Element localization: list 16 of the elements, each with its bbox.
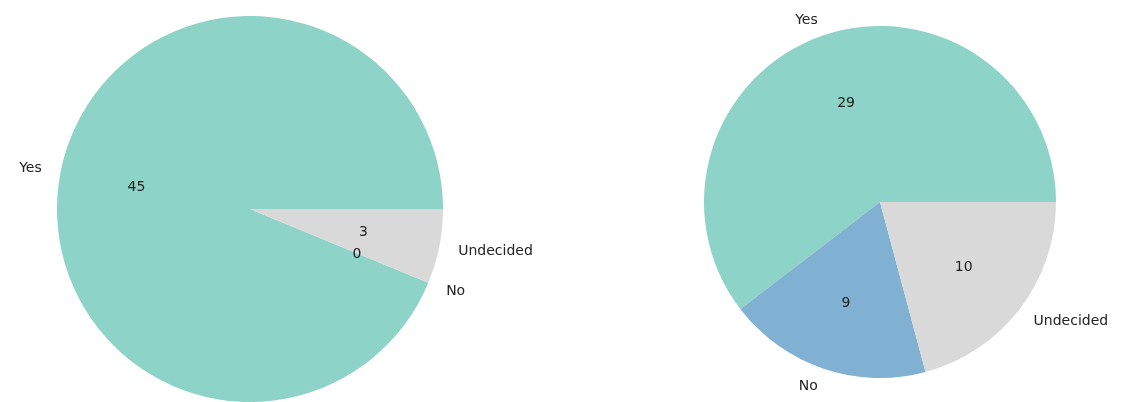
- pie-slice: [740, 202, 926, 378]
- pie-slice: [57, 16, 443, 402]
- slice-label: Undecided: [458, 242, 533, 259]
- data-label: 45: [127, 178, 146, 195]
- slice-label: Undecided: [1033, 311, 1109, 328]
- data-label: 3: [359, 223, 369, 240]
- pie-slice: [250, 209, 443, 283]
- pie-slice: [704, 26, 1056, 310]
- slice-label: Yes: [794, 10, 818, 27]
- slice-label: No: [798, 377, 818, 394]
- slice-label: Yes: [18, 159, 42, 176]
- category-label: No: [446, 282, 466, 299]
- data-label: 10: [954, 258, 973, 275]
- data-label: 9: [841, 293, 851, 310]
- text: 0: [352, 245, 362, 262]
- data-label: 29: [837, 93, 855, 110]
